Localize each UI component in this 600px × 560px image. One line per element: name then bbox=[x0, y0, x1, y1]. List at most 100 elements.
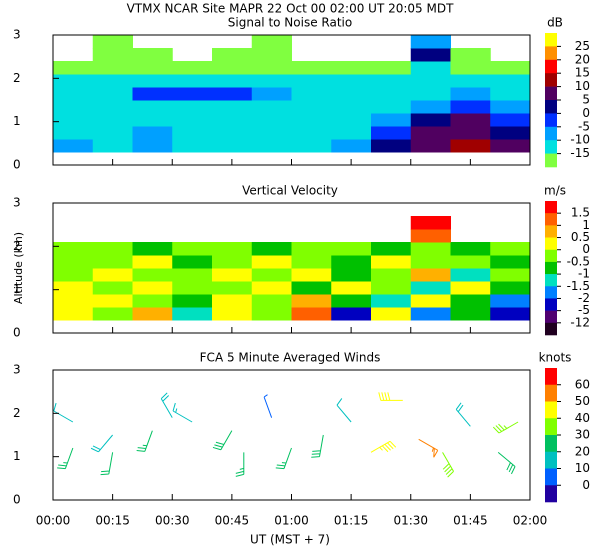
colorbar-swatch bbox=[545, 33, 557, 47]
heat-cell bbox=[212, 48, 253, 62]
heat-cell bbox=[53, 294, 94, 308]
heat-cell bbox=[53, 139, 94, 153]
heat-cell bbox=[410, 268, 451, 282]
colorbar-tick-label: 20 bbox=[575, 444, 590, 458]
colorbar-swatch bbox=[545, 59, 557, 74]
colorbar-unit: dB bbox=[547, 16, 563, 30]
heat-cell bbox=[291, 74, 332, 88]
y-tick-label: 3 bbox=[13, 28, 21, 42]
heat-cell bbox=[251, 139, 292, 153]
heat-cell bbox=[53, 100, 94, 114]
heat-cell bbox=[291, 242, 332, 256]
wind-barb bbox=[235, 452, 245, 477]
heat-cell bbox=[371, 87, 412, 101]
heat-cell bbox=[172, 126, 213, 140]
heat-cell bbox=[331, 126, 372, 140]
heat-cell bbox=[490, 294, 531, 308]
colorbar-swatch bbox=[545, 113, 557, 128]
heat-cell bbox=[53, 307, 94, 321]
heat-cell bbox=[450, 87, 491, 101]
wind-barb bbox=[378, 392, 403, 401]
wind-barb bbox=[90, 434, 114, 453]
colorbar-swatch bbox=[545, 286, 557, 299]
heat-cell bbox=[92, 139, 133, 153]
colorbar-tick-label: -15 bbox=[570, 146, 590, 160]
colorbar-tick-label: -1.5 bbox=[567, 279, 590, 293]
heat-cell bbox=[410, 113, 451, 127]
heat-cell bbox=[371, 113, 412, 127]
heat-cell bbox=[132, 87, 173, 101]
heat-cell bbox=[251, 294, 292, 308]
heat-cell bbox=[172, 113, 213, 127]
heat-cell bbox=[53, 74, 94, 88]
wind-barb bbox=[53, 402, 74, 423]
heat-cell bbox=[172, 74, 213, 88]
heat-cell bbox=[212, 113, 253, 127]
heat-cell bbox=[291, 281, 332, 295]
heat-cell bbox=[331, 74, 372, 88]
heat-cell bbox=[331, 268, 372, 282]
heat-cell bbox=[331, 294, 372, 308]
heat-cell bbox=[92, 255, 133, 269]
x-tick-label: 00:00 bbox=[36, 514, 71, 528]
y-tick-label: 1 bbox=[13, 282, 21, 296]
heat-cell bbox=[291, 87, 332, 101]
heat-cell bbox=[490, 74, 531, 88]
wind-barb bbox=[172, 402, 193, 423]
x-tick-label: 01:45 bbox=[453, 514, 488, 528]
heat-cell bbox=[132, 61, 173, 75]
heat-cell bbox=[371, 281, 412, 295]
heat-cell bbox=[251, 126, 292, 140]
colorbar-tick-label: -2 bbox=[578, 291, 590, 305]
heat-cell bbox=[251, 35, 292, 49]
heat-cell bbox=[172, 281, 213, 295]
heat-cell bbox=[490, 61, 531, 75]
wind-barb bbox=[497, 451, 516, 475]
colorbar-swatch bbox=[545, 451, 557, 469]
colorbar-swatch bbox=[545, 46, 557, 61]
wind-barb bbox=[100, 452, 114, 476]
heat-cell bbox=[53, 61, 94, 75]
heat-cell bbox=[410, 126, 451, 140]
y-tick-label: 1 bbox=[13, 449, 21, 463]
y-tick-label: 0 bbox=[13, 326, 21, 340]
colorbar-swatch bbox=[545, 225, 557, 238]
heat-cell bbox=[132, 268, 173, 282]
colorbar-tick-label: 30 bbox=[575, 428, 590, 442]
wind-barb bbox=[263, 394, 273, 418]
heat-cell bbox=[251, 307, 292, 321]
colorbar-tick-label: 0 bbox=[582, 106, 590, 120]
x-tick-label: 00:45 bbox=[215, 514, 250, 528]
colorbar-swatch bbox=[545, 485, 557, 503]
heat-cell bbox=[450, 242, 491, 256]
colorbar-swatch bbox=[545, 126, 557, 141]
y-tick-label: 0 bbox=[13, 158, 21, 172]
plot-frame bbox=[52, 369, 531, 501]
heat-cell bbox=[92, 281, 133, 295]
heat-cell bbox=[251, 255, 292, 269]
heat-cell bbox=[92, 307, 133, 321]
heat-cell bbox=[92, 126, 133, 140]
wind-barb bbox=[442, 452, 454, 478]
heat-cell bbox=[92, 74, 133, 88]
heat-cell bbox=[172, 307, 213, 321]
heat-cell bbox=[251, 74, 292, 88]
heat-cell bbox=[371, 126, 412, 140]
heat-cell bbox=[132, 281, 173, 295]
heat-cell bbox=[212, 307, 253, 321]
heat-cell bbox=[331, 87, 372, 101]
heat-cell bbox=[450, 113, 491, 127]
colorbar-swatch bbox=[545, 86, 557, 101]
heat-cell bbox=[212, 100, 253, 114]
colorbar-swatch bbox=[545, 100, 557, 114]
heat-cell bbox=[450, 126, 491, 140]
colorbar-swatch bbox=[545, 153, 557, 168]
heat-cell bbox=[450, 255, 491, 269]
colorbar-tick-label: 10 bbox=[575, 79, 590, 93]
heat-cell bbox=[490, 268, 531, 282]
colorbar-swatch bbox=[545, 261, 557, 275]
colorbar-tick-label: -5 bbox=[578, 303, 590, 317]
heat-cell bbox=[92, 48, 133, 62]
heat-cell bbox=[172, 61, 213, 75]
colorbar-tick-label: 0 bbox=[582, 242, 590, 256]
